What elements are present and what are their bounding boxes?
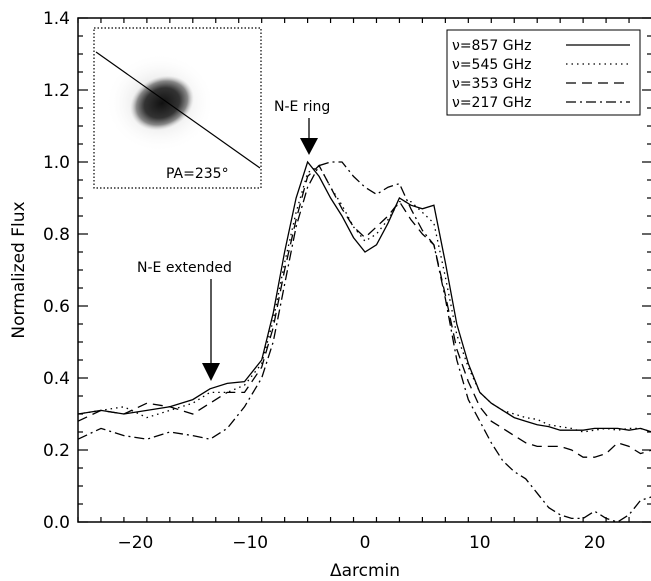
inset-map: PA=235° — [93, 27, 262, 189]
annotation-ne-extended-arrow-head — [202, 363, 220, 381]
annotation-ne-ring-label: N-E ring — [274, 99, 330, 115]
x-tick-label: 20 — [584, 533, 606, 553]
annotation-ne-ring: N-E ring — [274, 99, 330, 155]
y-tick-label: 0.4 — [43, 369, 70, 389]
x-tick-label: 10 — [469, 533, 491, 553]
y-tick-label: 1.2 — [43, 81, 70, 101]
x-axis-ticks: −20 −10 0 10 20 — [77, 18, 630, 553]
legend: ν=857 GHz ν=545 GHz ν=353 GHz ν=217 GHz — [446, 29, 641, 116]
legend-label: ν=217 GHz — [452, 95, 531, 111]
y-tick-label: 1.0 — [43, 153, 70, 173]
inset-label: PA=235° — [166, 166, 229, 182]
series-line-solid — [77, 160, 651, 433]
y-tick-label: 0.8 — [43, 225, 70, 245]
annotation-ne-extended-label: N-E extended — [137, 260, 232, 276]
inset-blob — [130, 75, 194, 131]
x-tick-label: −20 — [117, 533, 153, 553]
legend-label: ν=857 GHz — [452, 38, 531, 54]
y-tick-label: 1.4 — [43, 9, 70, 29]
legend-label: ν=353 GHz — [452, 76, 531, 92]
series-line-dashdot — [77, 161, 651, 523]
inset-position-angle-line — [95, 51, 261, 169]
legend-box — [446, 29, 641, 116]
y-tick-label: 0.2 — [43, 441, 70, 461]
series-layer — [77, 160, 651, 523]
y-axis-title: Normalized Flux — [9, 201, 29, 338]
legend-label: ν=545 GHz — [452, 57, 531, 73]
y-tick-label: 0.6 — [43, 297, 70, 317]
x-axis-title: Δarcmin — [330, 561, 400, 581]
series-line-dashed — [77, 164, 651, 458]
annotation-ne-ring-arrow-head — [300, 138, 318, 155]
x-tick-label: 0 — [360, 533, 371, 553]
x-tick-label: −10 — [232, 533, 268, 553]
series-line-dotted — [77, 164, 651, 433]
y-tick-label: 0.0 — [43, 513, 70, 533]
y-axis-ticks: 0.0 0.2 0.4 0.6 0.8 1.0 1.2 1.4 — [43, 9, 651, 533]
annotation-ne-extended: N-E extended — [137, 260, 232, 381]
